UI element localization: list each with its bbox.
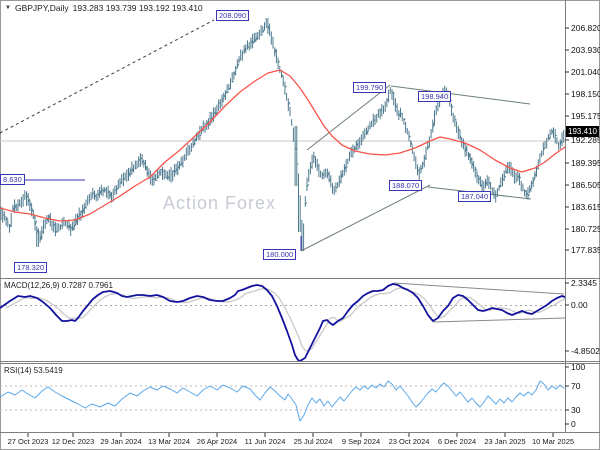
price-axis-tick: 183.615 <box>571 202 600 212</box>
price-axis-tick: 177.835 <box>571 245 600 255</box>
symbol-timeframe: GBPJPY,Daily <box>14 3 69 13</box>
price-axis-tick: 186.505 <box>571 180 600 190</box>
collapse-indicator-icon[interactable]: ▼ <box>5 5 11 11</box>
rsi-indicator-label: RSI(14) 53.5419 <box>4 366 63 375</box>
date-axis-label: 25 Jul 2024 <box>293 437 333 446</box>
price-tag: 8.630 <box>0 174 25 185</box>
price-tag: 178.320 <box>14 262 48 273</box>
date-axis-label: 29 Jan 2024 <box>100 437 142 446</box>
date-axis-label: 11 Jun 2024 <box>244 437 286 446</box>
macd-axis-tick: -4.8502 <box>571 346 600 356</box>
watermark: Action Forex <box>163 193 277 213</box>
date-axis-label: 23 Oct 2024 <box>388 437 430 446</box>
date-axis-label: 6 Dec 2024 <box>437 437 477 446</box>
price-axis-tick: 203.930 <box>571 45 600 55</box>
price-axis-tick: 195.175 <box>571 111 600 121</box>
macd-indicator-label: MACD(12,26,9) 0.7287 0.7961 <box>4 281 113 290</box>
price-axis-tick: 201.040 <box>571 67 600 77</box>
date-axis-label: 13 Mar 2024 <box>147 437 191 446</box>
price-axis-tick: 198.150 <box>571 89 600 99</box>
chart-title: ▼ GBPJPY,Daily 193.283 193.739 193.192 1… <box>5 3 203 13</box>
price-tag: 187.040 <box>458 191 492 202</box>
price-tag: 199.790 <box>353 82 387 93</box>
date-axis-label: 10 Mar 2025 <box>531 437 575 446</box>
rsi-axis-tick: 0 <box>571 419 576 429</box>
rsi-axis-tick: 70 <box>571 381 581 391</box>
date-axis-label: 26 Apr 2024 <box>196 437 238 446</box>
current-price-label: 193.410 <box>566 126 599 137</box>
rsi-axis-tick: 30 <box>571 405 581 415</box>
date-axis-label: 12 Dec 2023 <box>51 437 95 446</box>
rsi-axis-tick: 100 <box>571 362 586 372</box>
price-tag: 198.940 <box>418 91 452 102</box>
ohlc-values: 193.283 193.739 193.192 193.410 <box>72 3 203 13</box>
macd-axis-tick: 2.3345 <box>571 278 597 288</box>
price-axis-tick: 192.285 <box>571 135 600 145</box>
price-tag: 208.090 <box>216 10 250 21</box>
price-tag: 180.000 <box>263 249 297 260</box>
date-axis-label: 9 Sep 2024 <box>341 437 381 446</box>
macd-axis-tick: 0.00 <box>571 300 588 310</box>
price-tag: 188.070 <box>389 180 423 191</box>
date-axis-label: 23 Jan 2025 <box>484 437 526 446</box>
price-axis-tick: 180.725 <box>571 224 600 234</box>
date-axis-label: 27 Oct 2023 <box>7 437 49 446</box>
price-axis-tick: 189.395 <box>571 158 600 168</box>
price-axis-tick: 206.820 <box>571 23 600 33</box>
